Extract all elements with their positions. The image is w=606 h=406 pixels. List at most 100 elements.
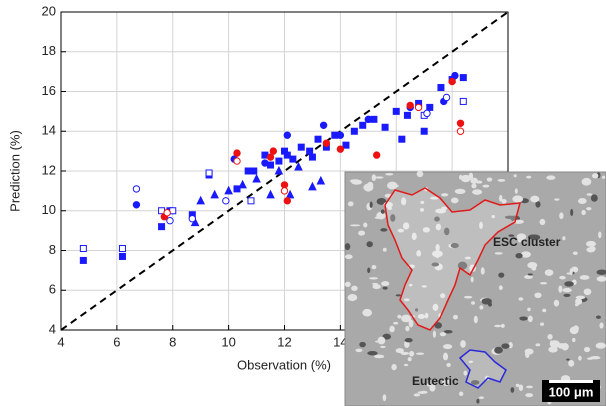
grain [429,383,436,392]
grain [382,247,387,252]
grain [498,272,505,278]
grain [564,281,574,287]
grain [382,286,388,290]
esc-cluster-outline [384,187,522,331]
grain [516,233,527,241]
data-point [266,189,275,199]
data-point [283,197,291,205]
grain [367,267,371,274]
grain [497,179,506,182]
grain [563,293,571,297]
grain [450,197,459,204]
grain [421,285,427,288]
data-point [392,107,400,115]
grain [470,276,474,283]
grain [363,183,374,192]
data-point [238,179,247,189]
grain [402,222,410,230]
grain [581,210,586,216]
grain [504,215,516,220]
data-point [350,127,358,135]
grain [411,232,417,241]
grain [494,324,502,328]
grain [422,227,430,233]
grain [459,174,463,180]
grain [463,295,473,299]
grain [520,251,531,258]
grain [590,356,601,360]
grain [539,322,545,326]
grain [575,298,583,305]
micrograph-inset: ESC cluster Eutectic 100 μm [344,170,606,406]
grain [369,201,373,208]
grain [586,207,592,211]
data-point [451,71,459,80]
data-point [381,123,389,131]
grain [595,342,606,349]
grain [468,360,474,364]
data-point [222,197,230,205]
data-point [233,149,241,157]
grain [570,208,574,216]
grain [351,179,363,185]
grain [554,198,560,201]
data-point [459,74,467,82]
grain [403,363,409,367]
data-point [118,252,126,260]
grain [524,275,533,279]
grain [524,350,530,359]
data-point [244,167,252,175]
grain [526,385,533,389]
grain [470,380,480,385]
grain [501,198,507,204]
cluster-label: ESC cluster [493,235,561,249]
grain [514,188,518,194]
data-point [372,151,381,159]
grain [571,266,579,273]
grain [501,343,510,349]
grain [479,305,484,310]
grain [548,346,558,353]
data-point [188,215,197,223]
grain [380,209,385,214]
grain [395,348,404,354]
data-point [308,153,316,161]
grain [546,175,556,180]
grain [572,337,576,343]
micrograph [344,171,606,406]
grain [415,308,419,312]
data-point [275,157,283,165]
grain [442,352,449,361]
grain [530,195,540,203]
grain [344,243,351,251]
grain [575,295,586,300]
grain [599,322,604,329]
data-point [414,103,423,112]
data-point [247,197,255,205]
data-point [336,131,345,139]
grain [526,175,532,179]
grain [598,231,602,239]
grain [413,393,421,397]
grain [377,336,386,345]
grain [397,228,405,233]
grain [358,230,366,236]
data-point [274,165,284,175]
grain [595,315,601,319]
grain [586,247,596,253]
grain [602,175,606,179]
grain [515,383,520,388]
grain [540,281,548,285]
grain [376,198,387,205]
grain [347,294,358,302]
x-tick-label: 8 [169,334,176,349]
data-point [252,173,261,183]
grain [592,173,599,179]
grain [471,183,477,189]
grain [531,266,537,271]
grain [367,350,378,356]
grain [498,285,503,291]
grain [569,326,579,335]
grain [549,340,554,347]
grain [355,348,363,353]
